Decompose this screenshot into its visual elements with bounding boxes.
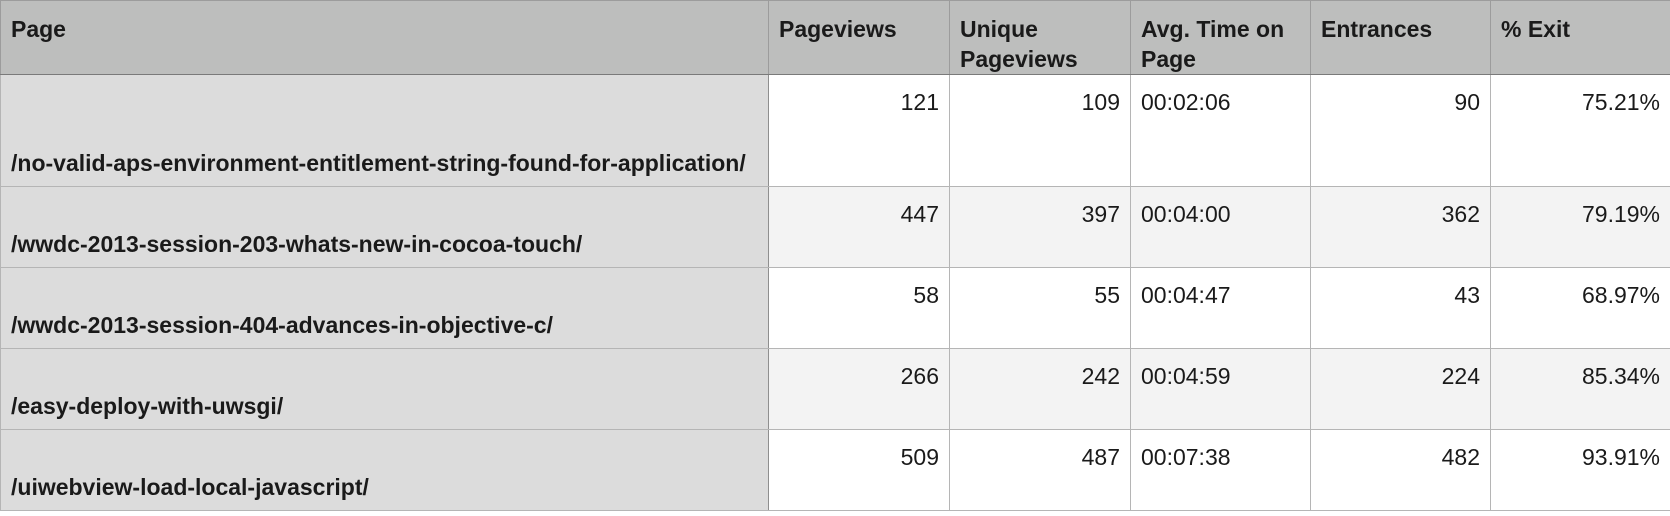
pageviews-cell[interactable]: 509 [768,429,950,511]
column-header-page[interactable]: Page [0,0,769,75]
unique-pageviews-cell[interactable]: 397 [949,186,1131,268]
avg-time-cell[interactable]: 00:07:38 [1130,429,1311,511]
page-path-cell[interactable]: /no-valid-aps-environment-entitlement-st… [0,74,769,187]
exit-cell[interactable]: 79.19% [1490,186,1670,268]
entrances-cell[interactable]: 43 [1310,267,1491,349]
table-row: /easy-deploy-with-uwsgi/ 266 242 00:04:5… [0,348,1670,430]
avg-time-cell[interactable]: 00:02:06 [1130,74,1311,187]
pageviews-cell[interactable]: 121 [768,74,950,187]
table-row: /uiwebview-load-local-javascript/ 509 48… [0,429,1670,511]
page-path-cell[interactable]: /wwdc-2013-session-404-advances-in-objec… [0,267,769,349]
entrances-cell[interactable]: 224 [1310,348,1491,430]
column-header-entrances[interactable]: Entrances [1310,0,1491,75]
avg-time-cell[interactable]: 00:04:59 [1130,348,1311,430]
unique-pageviews-cell[interactable]: 487 [949,429,1131,511]
entrances-cell[interactable]: 90 [1310,74,1491,187]
column-header-unique-pageviews[interactable]: Unique Pageviews [949,0,1131,75]
table-row: /wwdc-2013-session-404-advances-in-objec… [0,267,1670,349]
exit-cell[interactable]: 85.34% [1490,348,1670,430]
unique-pageviews-cell[interactable]: 109 [949,74,1131,187]
entrances-cell[interactable]: 362 [1310,186,1491,268]
page-path-cell[interactable]: /uiwebview-load-local-javascript/ [0,429,769,511]
page-path-cell[interactable]: /wwdc-2013-session-203-whats-new-in-coco… [0,186,769,268]
pageviews-cell[interactable]: 58 [768,267,950,349]
column-header-exit[interactable]: % Exit [1490,0,1670,75]
unique-pageviews-cell[interactable]: 55 [949,267,1131,349]
avg-time-cell[interactable]: 00:04:00 [1130,186,1311,268]
table-row: /no-valid-aps-environment-entitlement-st… [0,74,1670,187]
column-header-avg-time-on-page[interactable]: Avg. Time on Page [1130,0,1311,75]
exit-cell[interactable]: 75.21% [1490,74,1670,187]
page-path-cell[interactable]: /easy-deploy-with-uwsgi/ [0,348,769,430]
unique-pageviews-cell[interactable]: 242 [949,348,1131,430]
pageviews-cell[interactable]: 266 [768,348,950,430]
exit-cell[interactable]: 93.91% [1490,429,1670,511]
exit-cell[interactable]: 68.97% [1490,267,1670,349]
header-row: Page Pageviews Unique Pageviews Avg. Tim… [0,0,1670,75]
entrances-cell[interactable]: 482 [1310,429,1491,511]
avg-time-cell[interactable]: 00:04:47 [1130,267,1311,349]
pageviews-cell[interactable]: 447 [768,186,950,268]
table-row: /wwdc-2013-session-203-whats-new-in-coco… [0,186,1670,268]
column-header-pageviews[interactable]: Pageviews [768,0,950,75]
